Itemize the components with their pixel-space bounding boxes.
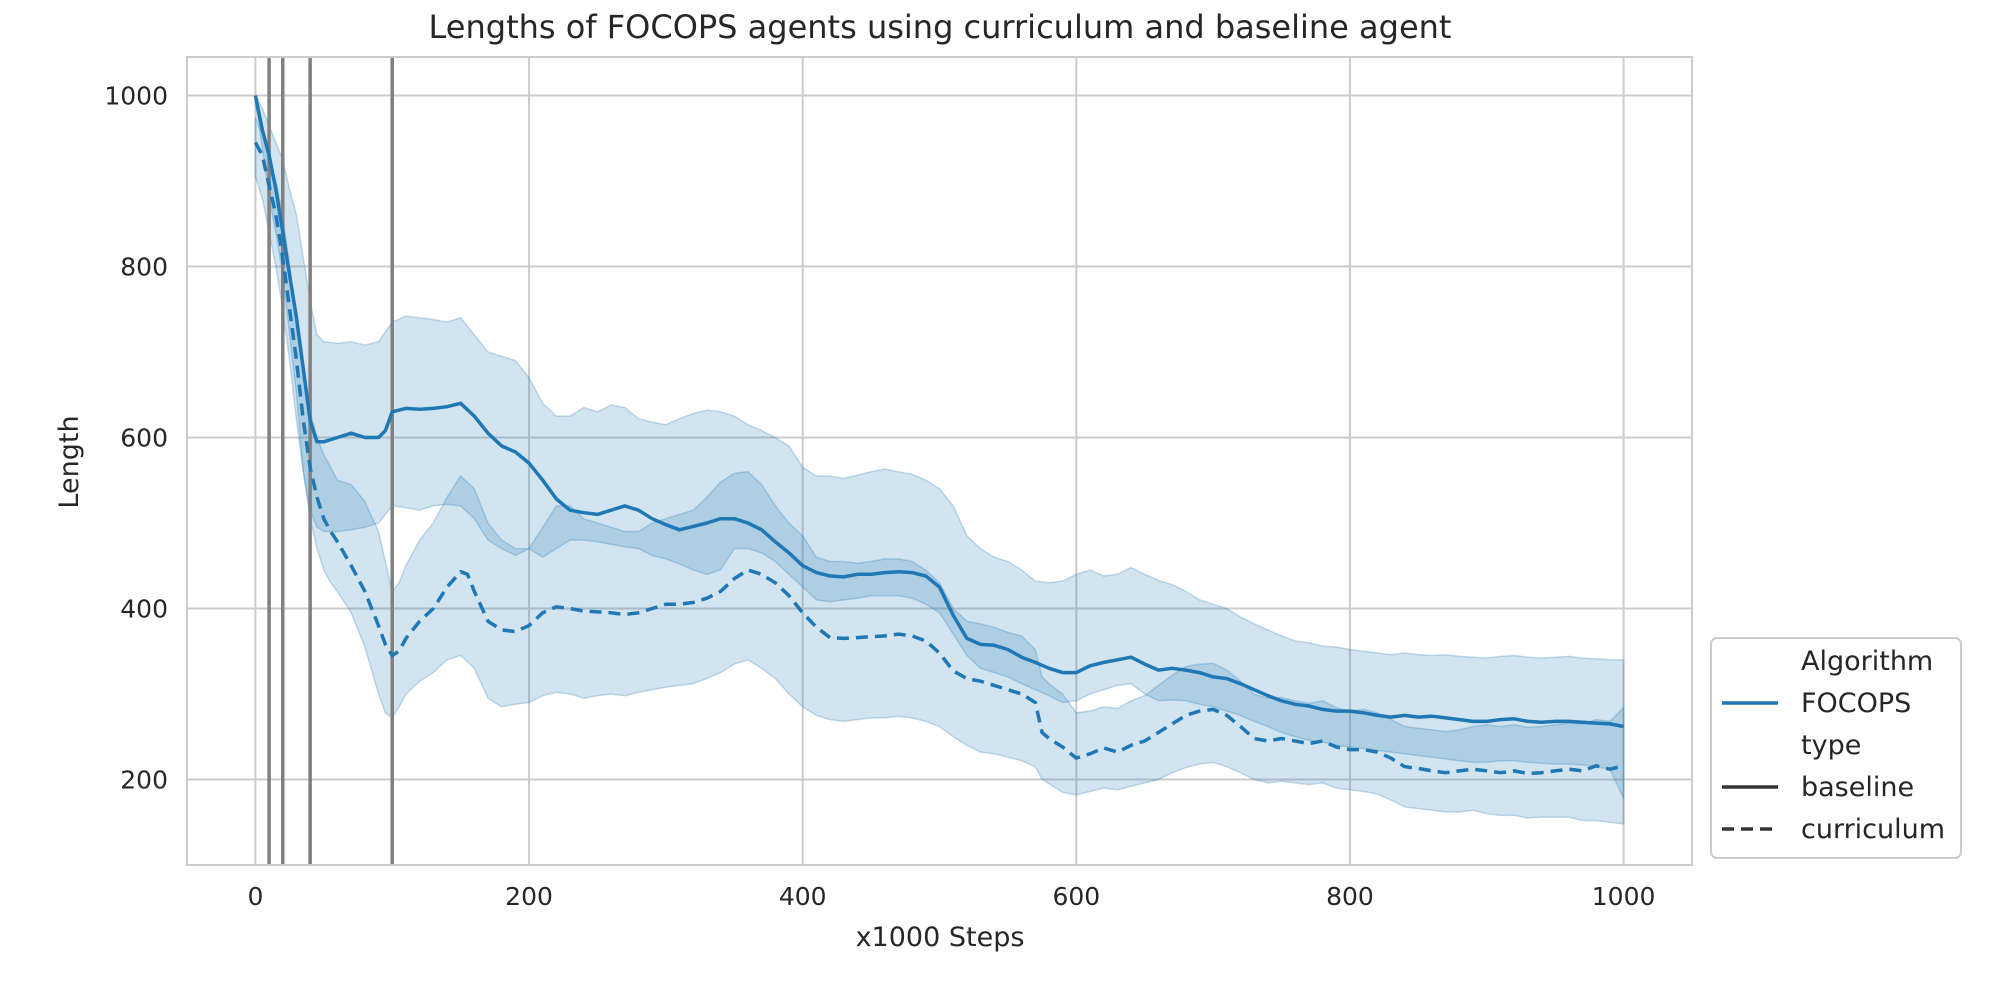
y-tick-label: 200 (120, 765, 168, 794)
x-axis-ticks: 0 200 400 600 800 1000 (247, 882, 1655, 911)
y-tick-label: 400 (120, 594, 168, 623)
band-baseline (254, 95, 1625, 799)
legend-header-type: type (1801, 730, 1861, 761)
legend: Algorithm FOCOPS type baseline curriculu… (1710, 637, 1962, 859)
legend-entry-baseline: baseline (1801, 772, 1914, 803)
series-baseline (253, 95, 1624, 729)
confidence-bands (254, 95, 1625, 825)
chart-title: Lengths of FOCOPS agents using curriculu… (429, 8, 1452, 46)
x-tick-label: 800 (1326, 882, 1374, 911)
x-tick-label: 400 (779, 882, 827, 911)
band-curriculum (254, 116, 1625, 825)
x-tick-label: 200 (505, 882, 553, 911)
legend-entry-curriculum: curriculum (1801, 814, 1945, 845)
y-tick-label: 600 (120, 423, 168, 452)
plot-area (186, 56, 1693, 866)
series-lines (253, 95, 1625, 776)
legend-entry-focops: FOCOPS (1801, 688, 1911, 719)
legend-header-algorithm: Algorithm (1801, 646, 1933, 677)
x-tick-label: 600 (1052, 882, 1100, 911)
y-axis-label: Length (54, 415, 85, 508)
plot-frame (186, 56, 1693, 866)
x-tick-label: 0 (247, 882, 263, 911)
series-curriculum (253, 141, 1625, 776)
y-tick-label: 800 (120, 252, 168, 281)
grid-lines (187, 57, 1692, 865)
x-tick-label: 1000 (1592, 882, 1656, 911)
y-tick-label: 1000 (104, 81, 168, 110)
x-axis-label: x1000 Steps (856, 922, 1025, 953)
legend-box (1710, 637, 1962, 859)
y-axis-ticks: 200 400 600 800 1000 (104, 81, 168, 794)
